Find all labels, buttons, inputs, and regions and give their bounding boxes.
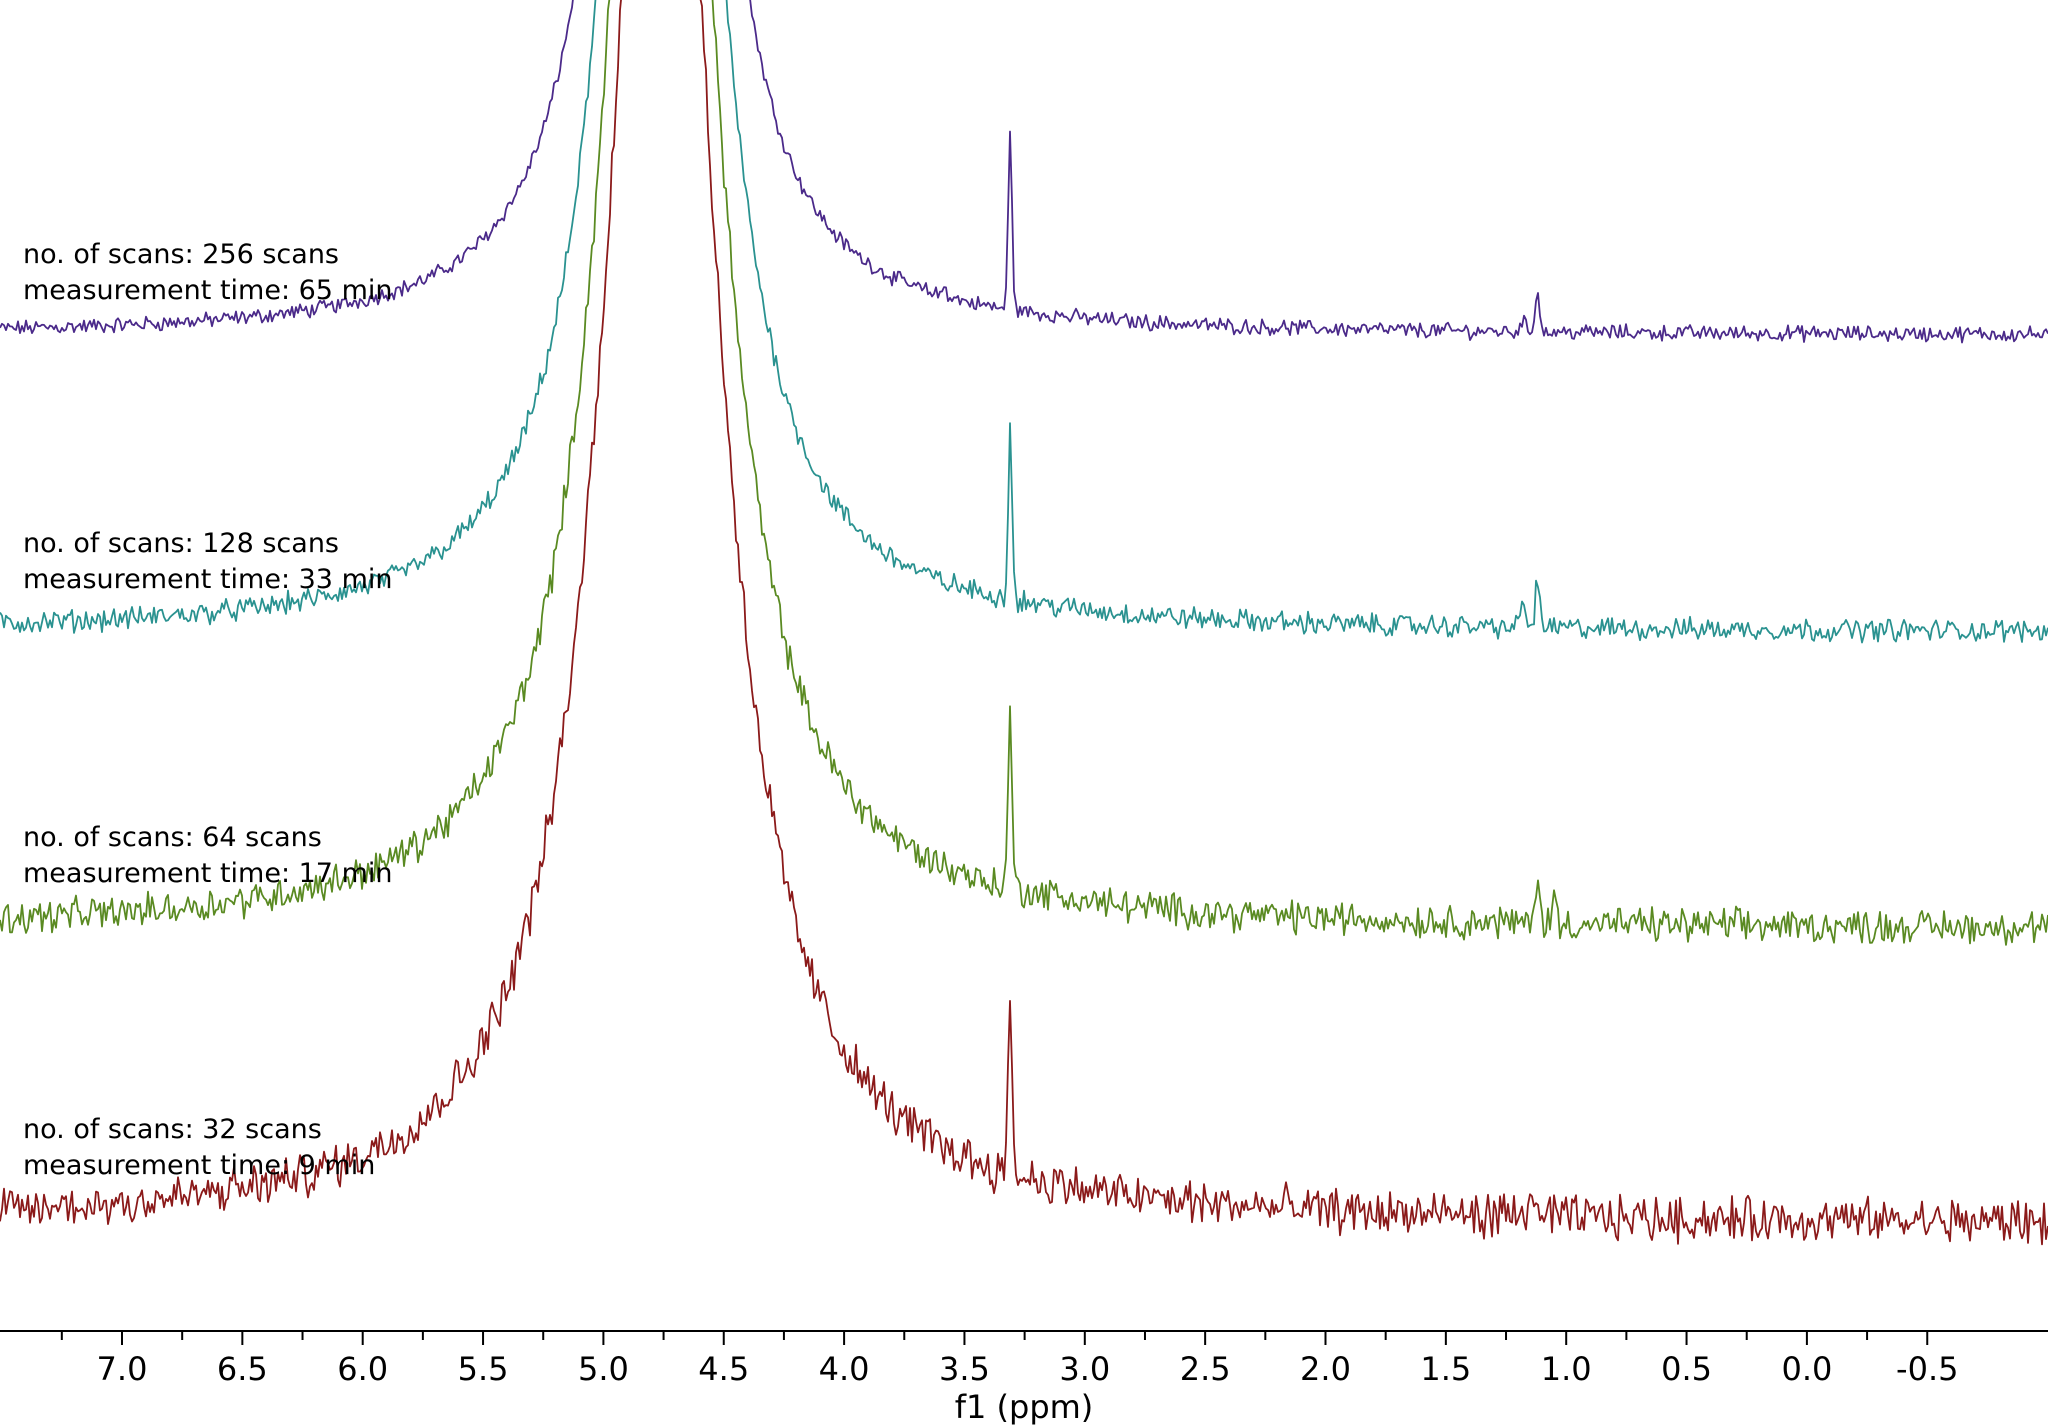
- x-axis: 7.0 6.5 6.0 5.5 5.0 4.5 4.0 3.5 3.0 2.5 2.0 1.5 1.0 0…: [0, 1330, 2048, 1426]
- series-scans-label: no. of scans: 256 scans: [23, 239, 339, 270]
- series-time-label: measurement time: 17 min: [23, 858, 392, 889]
- series-scans-label: no. of scans: 64 scans: [23, 822, 322, 853]
- series-scans-label: no. of scans: 32 scans: [23, 1114, 322, 1145]
- x-axis-title: f1 (ppm): [955, 1388, 1094, 1426]
- spectrum-trace: [0, 0, 2048, 644]
- x-tick-label: 4.5: [698, 1350, 749, 1388]
- x-tick-label: 3.5: [939, 1350, 990, 1388]
- spectra-traces: [0, 0, 2048, 1246]
- series-time-label: measurement time: 33 min: [23, 564, 392, 595]
- series-time-label: measurement time: 9 min: [23, 1150, 375, 1181]
- x-tick-label: 4.0: [819, 1350, 870, 1388]
- x-tick-label: 0.5: [1661, 1350, 1712, 1388]
- spectrum-trace: [0, 0, 2048, 1246]
- series-time-label: measurement time: 65 min: [23, 275, 392, 306]
- x-tick-label: 6.5: [217, 1350, 268, 1388]
- spectrum-trace: [0, 0, 2048, 344]
- x-axis-ticks: 7.0 6.5 6.0 5.5 5.0 4.5 4.0 3.5 3.0 2.5 2.0 1.5 1.0 0…: [60, 1331, 1958, 1388]
- x-tick-label: 6.0: [337, 1350, 388, 1388]
- x-tick-label: 1.0: [1541, 1350, 1592, 1388]
- x-tick-label: 5.5: [458, 1350, 509, 1388]
- x-tick-label: 0.0: [1781, 1350, 1832, 1388]
- spectrum-trace: [0, 0, 2048, 946]
- x-tick-label: 7.0: [97, 1350, 148, 1388]
- series-scans-label: no. of scans: 128 scans: [23, 528, 339, 559]
- x-tick-label: 1.5: [1420, 1350, 1471, 1388]
- x-tick-label: -0.5: [1896, 1350, 1958, 1388]
- x-tick-label: 3.0: [1059, 1350, 1110, 1388]
- x-tick-label: 2.0: [1300, 1350, 1351, 1388]
- series-labels: no. of scans: 256 scans measurement time:…: [23, 239, 392, 1181]
- x-tick-label: 5.0: [578, 1350, 629, 1388]
- x-tick-label: 2.5: [1180, 1350, 1231, 1388]
